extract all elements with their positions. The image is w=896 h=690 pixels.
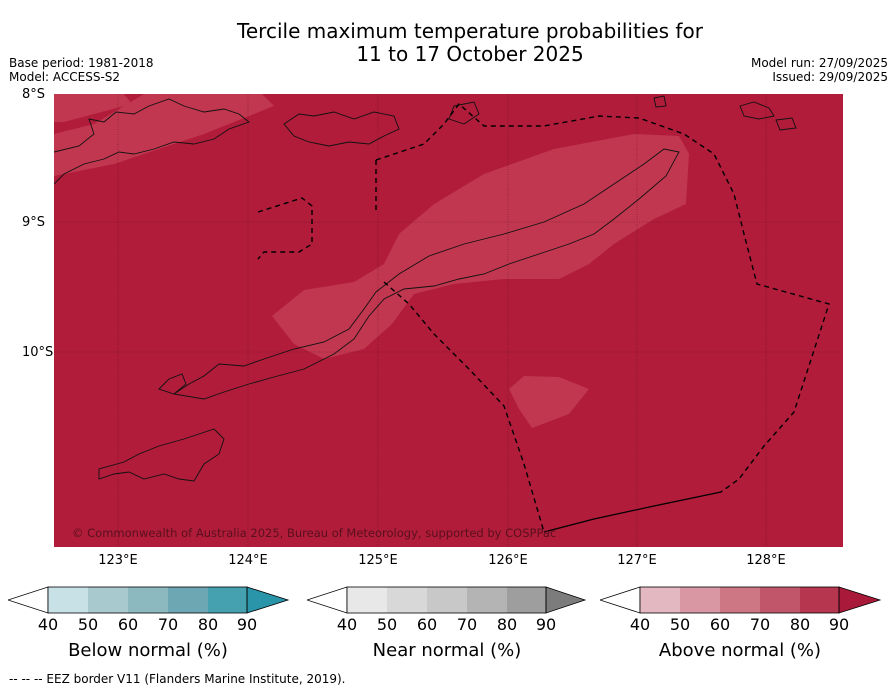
near-tick-60: 60 bbox=[416, 615, 438, 634]
title-line-2: 11 to 17 October 2025 bbox=[356, 42, 584, 66]
zone-central-band bbox=[272, 134, 689, 359]
above-tick-50: 50 bbox=[669, 615, 691, 634]
metadata-left: Base period: 1981-2018 Model: ACCESS-S2 bbox=[9, 56, 154, 84]
title-line-1: Tercile maximum temperature probabilitie… bbox=[237, 19, 703, 43]
below-tick-70: 70 bbox=[157, 615, 179, 634]
lat-label-9s: 9°S bbox=[22, 215, 46, 230]
colorbar-above-normal bbox=[600, 586, 882, 614]
above-normal-title: Above normal (%) bbox=[658, 640, 822, 661]
below-tick-60: 60 bbox=[117, 615, 139, 634]
colorbar-below-segment-3 bbox=[128, 587, 168, 613]
above-tick-40: 40 bbox=[629, 615, 651, 634]
zone-timor-west bbox=[54, 94, 274, 176]
colorbar-above-segment-4 bbox=[760, 587, 800, 613]
coastlines bbox=[54, 95, 797, 482]
colorbar-near-segment-4 bbox=[467, 587, 507, 613]
map-background bbox=[54, 94, 843, 547]
lat-label-8s: 8°S bbox=[22, 87, 46, 102]
issued-date: Issued: 29/09/2025 bbox=[772, 70, 888, 84]
near-tick-80: 80 bbox=[496, 615, 518, 634]
lon-label-125e: 125°E bbox=[358, 553, 398, 568]
probability-map[interactable]: © Commonwealth of Australia 2025, Bureau… bbox=[54, 94, 843, 547]
lon-label-124e: 124°E bbox=[228, 553, 268, 568]
colorbar-above-segment-5 bbox=[800, 587, 839, 613]
colorbar-near-segment-2 bbox=[387, 587, 427, 613]
above-tick-80: 80 bbox=[789, 615, 811, 634]
below-tick-80: 80 bbox=[197, 615, 219, 634]
colorbar-below-upper-triangle bbox=[246, 586, 290, 614]
colorbar-near-lower-triangle bbox=[307, 586, 348, 614]
colorbar-below-lower-triangle bbox=[8, 586, 49, 614]
gridlines bbox=[54, 94, 843, 547]
above-tick-60: 60 bbox=[709, 615, 731, 634]
colorbar-above-upper-triangle bbox=[838, 586, 882, 614]
below-tick-90: 90 bbox=[236, 615, 258, 634]
near-tick-70: 70 bbox=[456, 615, 478, 634]
colorbar-near-segment-5 bbox=[507, 587, 546, 613]
map-title: Tercile maximum temperature probabilitie… bbox=[0, 20, 896, 66]
lat-label-10s: 10°S bbox=[22, 345, 54, 360]
colorbar-near-upper-triangle bbox=[545, 586, 587, 614]
eez-footnote: -- -- -- EEZ border V11 (Flanders Marine… bbox=[9, 672, 346, 686]
copyright-text: © Commonwealth of Australia 2025, Bureau… bbox=[72, 526, 556, 540]
above-tick-70: 70 bbox=[749, 615, 771, 634]
near-normal-title: Near normal (%) bbox=[372, 640, 522, 661]
colorbar-below-segment-5 bbox=[208, 587, 247, 613]
colorbar-near-segment-1 bbox=[347, 587, 387, 613]
colorbar-above-segment-2 bbox=[680, 587, 720, 613]
near-tick-50: 50 bbox=[376, 615, 398, 634]
colorbar-near-segment-3 bbox=[427, 587, 467, 613]
below-normal-title: Below normal (%) bbox=[68, 640, 228, 661]
metadata-right: Model run: 27/09/2025 Issued: 29/09/2025 bbox=[751, 56, 888, 84]
model-run: Model run: 27/09/2025 bbox=[750, 56, 888, 70]
below-tick-40: 40 bbox=[37, 615, 59, 634]
colorbar-below-segment-1 bbox=[48, 587, 88, 613]
near-tick-90: 90 bbox=[535, 615, 557, 634]
lon-label-128e: 128°E bbox=[746, 553, 786, 568]
model-name: Model: ACCESS-S2 bbox=[9, 70, 121, 84]
colorbar-above-frame bbox=[639, 586, 840, 614]
colorbar-below-segment-2 bbox=[88, 587, 128, 613]
eez-border bbox=[257, 102, 830, 533]
colorbar-near-frame bbox=[346, 586, 547, 614]
colorbar-near-normal bbox=[307, 586, 587, 614]
zone-upper-left bbox=[54, 94, 132, 122]
zone-southeast-patch bbox=[509, 376, 589, 428]
colorbar-below-segment-4 bbox=[168, 587, 208, 613]
above-tick-90: 90 bbox=[828, 615, 850, 634]
lon-label-126e: 126°E bbox=[488, 553, 528, 568]
base-period: Base period: 1981-2018 bbox=[9, 56, 154, 70]
below-tick-50: 50 bbox=[77, 615, 99, 634]
colorbar-below-frame bbox=[47, 586, 248, 614]
near-tick-40: 40 bbox=[336, 615, 358, 634]
lon-label-123e: 123°E bbox=[98, 553, 138, 568]
colorbar-above-segment-1 bbox=[640, 587, 680, 613]
colorbar-below-normal bbox=[8, 586, 290, 614]
colorbar-above-segment-3 bbox=[720, 587, 760, 613]
colorbar-above-lower-triangle bbox=[600, 586, 641, 614]
lon-label-127e: 127°E bbox=[617, 553, 657, 568]
